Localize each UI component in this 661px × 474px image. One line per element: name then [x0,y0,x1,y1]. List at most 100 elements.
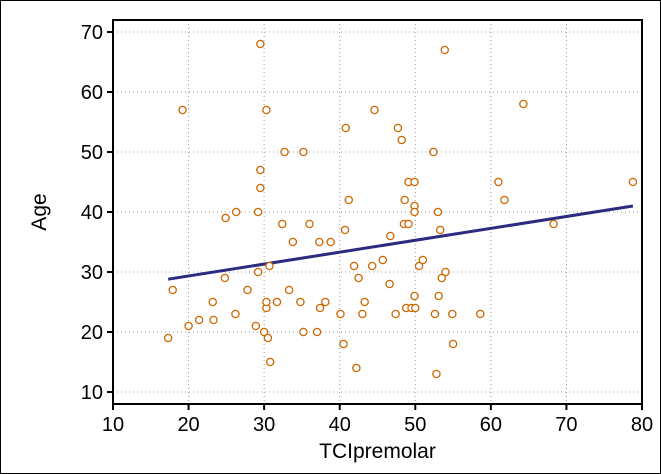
x-tick-label: 80 [631,414,653,436]
data-point [628,177,638,187]
x-tick-label: 60 [480,414,502,436]
data-point [476,309,485,319]
data-point [411,303,420,313]
data-point [393,123,403,133]
data-point [410,291,419,301]
data-point [437,273,446,283]
data-point [549,219,558,229]
data-point [296,297,305,307]
data-point [378,255,388,265]
data-point [256,183,265,193]
data-point [256,39,265,49]
data-point [404,219,413,229]
grid [113,20,642,404]
x-tick-label: 70 [555,414,577,436]
data-point [354,273,363,283]
data-point [410,207,419,217]
data-point [352,363,361,373]
data-point [341,123,351,133]
data-point [339,339,348,349]
y-tick-labels: 10 20 30 40 50 60 70 [81,22,103,404]
data-point [385,279,394,289]
data-point [305,219,314,229]
y-tick-label: 40 [81,202,103,224]
data-point [434,291,443,301]
data-point [265,261,274,271]
data-point [358,309,367,319]
data-point [272,297,282,307]
data-point [519,99,528,109]
data-point [448,339,458,349]
data-point [494,177,503,187]
data-point [321,297,330,307]
data-point [360,297,369,307]
data-point [231,207,241,217]
data-point [231,309,240,319]
y-tick-label: 70 [81,22,103,44]
data-point [400,195,409,205]
data-point [312,327,322,337]
data-point [220,273,230,283]
data-point [430,309,440,319]
y-tick-label: 10 [81,382,103,404]
x-tick-label: 20 [177,414,199,436]
data-point [251,321,261,331]
y-tick-label: 30 [81,262,103,284]
data-point [178,105,187,115]
x-tick-label: 50 [404,414,426,436]
x-tick-label: 40 [329,414,351,436]
data-point [440,45,450,55]
data-point [256,165,265,175]
axis-ticks [107,31,643,410]
data-point [414,261,424,271]
data-point [168,285,177,295]
data-point [344,195,354,205]
regression-line [167,204,634,281]
data-point [391,309,400,319]
data-point [429,147,438,157]
data-point [194,315,204,325]
data-point [208,297,218,307]
data-point [441,267,450,277]
data-point [263,333,273,343]
data-point [367,261,377,271]
data-point [448,309,457,319]
y-axis-title: Age [28,193,51,230]
data-point [243,285,252,295]
data-point [410,177,419,187]
data-point [284,285,294,295]
x-tick-label: 30 [253,414,275,436]
y-tick-label: 60 [81,82,103,104]
data-point [326,237,335,247]
data-point [315,237,324,247]
data-point [432,369,441,379]
data-points [163,39,638,379]
x-tick-label: 10 [102,414,124,436]
data-point [280,147,289,157]
data-point [336,309,345,319]
data-point [262,297,271,307]
y-tick-label: 50 [81,142,103,164]
data-point [253,207,263,217]
data-point [315,303,325,313]
data-point [209,315,218,325]
data-point [163,333,173,343]
data-point [418,255,428,265]
data-point [259,327,269,337]
data-point [288,237,298,247]
data-point [349,261,359,271]
data-point [278,219,287,229]
data-point [265,357,275,367]
data-point [433,207,443,217]
x-axis-title: TCIpremolar [319,440,436,463]
y-tick-label: 20 [81,322,103,344]
data-point [262,105,271,115]
data-point [299,327,308,337]
data-point [253,267,263,277]
data-point [435,225,445,235]
x-tick-labels: 10 20 30 40 50 60 70 80 [102,414,653,436]
data-point [370,105,379,115]
data-point [386,231,395,241]
data-point [299,147,308,157]
